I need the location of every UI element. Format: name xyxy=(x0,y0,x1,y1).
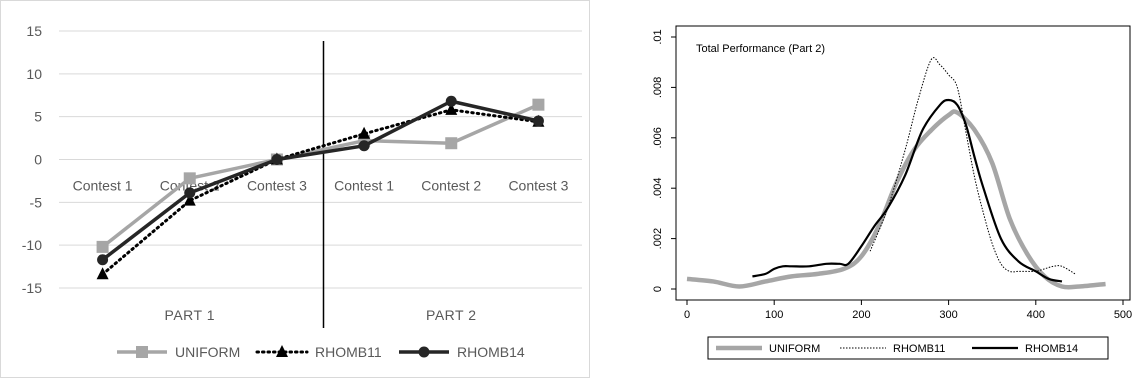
x-tick-label: 200 xyxy=(852,309,870,321)
category-label: Contest 3 xyxy=(508,178,568,194)
chart-background xyxy=(632,0,1133,378)
legend-entry: UNIFORM xyxy=(117,344,240,360)
data-point xyxy=(97,254,109,266)
legend-entry: RHOMB14 xyxy=(399,344,525,360)
y-tick-label: .008 xyxy=(652,77,664,98)
y-tick-label: 0 xyxy=(652,286,664,292)
legend-label: RHOMB14 xyxy=(457,344,525,360)
plot-frame xyxy=(675,25,1131,301)
category-label: Contest 1 xyxy=(73,178,133,194)
data-point xyxy=(271,154,283,165)
x-tick-label: 300 xyxy=(939,309,957,321)
category-label: Contest 1 xyxy=(334,178,394,194)
left-line-chart: -15 -10 -5 0 5 10 15 Contest 1 Contest 2 Contest … xyxy=(0,0,590,378)
series-RHOMB14 xyxy=(97,95,544,266)
data-point xyxy=(358,140,370,152)
legend-label: RHOMB14 xyxy=(1025,343,1078,355)
legend-marker xyxy=(418,346,430,358)
legend-marker xyxy=(276,345,288,357)
chart-frame xyxy=(0,0,590,378)
data-point xyxy=(445,137,458,150)
series-line xyxy=(101,103,540,249)
group-label: PART 1 xyxy=(165,307,215,323)
group-label: PART 2 xyxy=(426,307,476,323)
left-chart-panel: -15 -10 -5 0 5 10 15 Contest 1 Contest 2 Contest … xyxy=(0,0,590,378)
series-UNIFORM xyxy=(96,98,545,253)
y-tick-label: 0 xyxy=(34,152,42,168)
category-label: Contest 3 xyxy=(247,178,307,194)
y-tick-label: -5 xyxy=(30,194,43,210)
y-tick-label: .01 xyxy=(652,29,664,44)
right-density-chart: Total Performance (Part 2) 0 100 200 300 400 5… xyxy=(632,0,1133,378)
x-tick-label: 100 xyxy=(765,309,783,321)
data-point xyxy=(532,115,544,127)
density-curve-UNIFORM xyxy=(686,109,1106,290)
x-tick-label: 500 xyxy=(1114,309,1132,321)
y-tick-label: 15 xyxy=(26,23,42,39)
legend-label: UNIFORM xyxy=(175,344,240,360)
legend-label: RHOMB11 xyxy=(893,343,945,355)
category-label: Contest 2 xyxy=(421,178,481,194)
y-tick-label: .006 xyxy=(652,127,664,148)
data-point xyxy=(183,172,196,185)
y-tick-label: .002 xyxy=(652,228,664,249)
density-curve-RHOMB14 xyxy=(752,98,1063,283)
data-point xyxy=(96,267,109,280)
data-point xyxy=(445,95,457,107)
data-point xyxy=(96,240,109,253)
legend-label: UNIFORM xyxy=(769,343,820,355)
x-tick-label: 400 xyxy=(1027,309,1045,321)
legend-box xyxy=(707,336,1109,360)
series-line xyxy=(101,99,539,262)
right-chart-panel: Total Performance (Part 2) 0 100 200 300 400 5… xyxy=(632,0,1133,378)
legend-entry: UNIFORM xyxy=(716,343,820,355)
legend-entry: RHOMB11 xyxy=(840,343,945,355)
y-tick-label: 5 xyxy=(34,109,42,125)
y-tick-label: -15 xyxy=(22,280,42,296)
y-tick-label: 10 xyxy=(26,66,42,82)
legend-entry: RHOMB14 xyxy=(972,343,1078,355)
series-line xyxy=(101,108,540,276)
data-point xyxy=(445,102,458,115)
x-tick-label: 0 xyxy=(684,309,690,321)
legend-label: RHOMB11 xyxy=(315,344,382,360)
y-tick-label: -10 xyxy=(22,237,42,253)
data-point xyxy=(358,126,371,139)
legend-marker xyxy=(136,346,148,358)
data-point xyxy=(183,193,196,206)
data-point xyxy=(184,187,196,199)
data-point xyxy=(532,98,545,111)
chart-title: Total Performance (Part 2) xyxy=(696,43,825,55)
legend-entry: RHOMB11 xyxy=(255,344,382,360)
y-tick-label: .004 xyxy=(652,177,664,198)
